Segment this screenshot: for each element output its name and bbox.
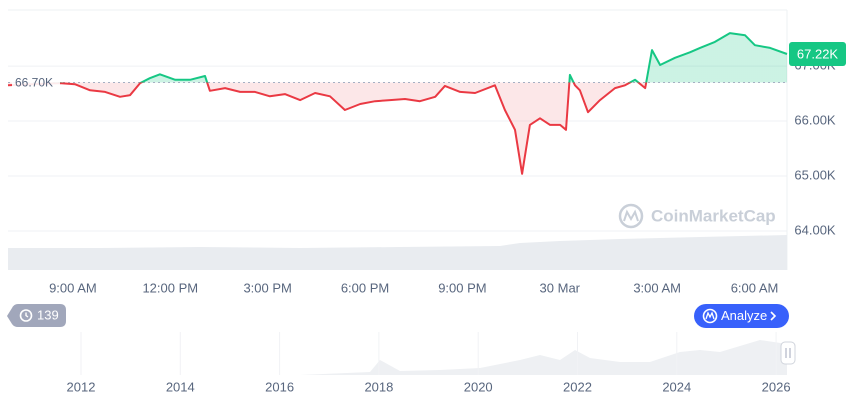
navigator-handle[interactable] — [780, 341, 796, 365]
x-tick-label: 3:00 AM — [633, 280, 681, 295]
analyze-label: Analyze — [721, 308, 767, 323]
x-tick-label: 6:00 PM — [341, 280, 389, 295]
watermark-logo — [623, 209, 639, 222]
navigator-tick-label: 2022 — [563, 379, 592, 394]
watermark-text: CoinMarketCap — [651, 206, 776, 225]
watermark: CoinMarketCap — [618, 203, 776, 229]
volume-area — [8, 235, 787, 270]
navigator-area — [8, 340, 787, 375]
navigator: 2012 2014 2016 2018 2020 2022 2024 2026 — [8, 332, 796, 394]
navigator-tick-label: 2014 — [166, 379, 195, 394]
price-label-bg — [789, 41, 846, 66]
watermark-logo — [618, 203, 644, 229]
x-tick-label: 30 Mar — [540, 280, 581, 295]
analyze-icon — [705, 311, 715, 320]
navigator-tick-label: 2026 — [762, 379, 791, 394]
y-tick-label: 65.00K — [794, 167, 836, 182]
price-label: 67.22K — [797, 46, 839, 61]
history-icon — [19, 309, 33, 322]
area-fill — [8, 33, 787, 174]
analyze-icon — [702, 308, 718, 324]
baseline-label: 66.70K — [15, 76, 53, 90]
analyze-button[interactable]: Analyze — [694, 304, 789, 328]
baseline-label-bg — [12, 73, 60, 90]
series-layer: 66.70K — [7, 32, 788, 175]
y-tick-label: 64.00K — [794, 222, 836, 237]
x-tick-label: 3:00 PM — [243, 280, 291, 295]
navigator-tick-label: 2020 — [464, 379, 493, 394]
history-pill[interactable] — [7, 304, 66, 327]
x-tick-label: 9:00 AM — [49, 280, 97, 295]
price-line — [7, 32, 788, 175]
x-tick-label: 6:00 AM — [731, 280, 779, 295]
history-icon — [25, 312, 29, 318]
navigator-tick-label: 2016 — [265, 379, 294, 394]
x-tick-label: 12:00 PM — [142, 280, 198, 295]
history-button[interactable]: 139 — [7, 304, 66, 327]
x-tick-label: 9:00 PM — [438, 280, 486, 295]
navigator-tick-label: 2012 — [67, 379, 96, 394]
y-tick-label: 66.00K — [794, 112, 836, 127]
navigator-tick-label: 2024 — [662, 379, 691, 394]
analyze-chevron — [770, 311, 777, 321]
analyze-pill[interactable] — [694, 304, 789, 328]
navigator-tick-label: 2018 — [364, 379, 393, 394]
history-count: 139 — [37, 307, 59, 322]
